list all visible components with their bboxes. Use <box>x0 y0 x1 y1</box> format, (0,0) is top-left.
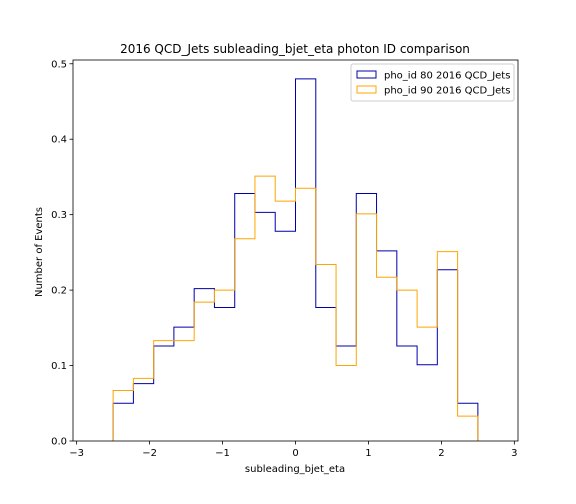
y-tick-label: 0.0 <box>51 437 67 448</box>
x-tick-label: 1 <box>365 448 371 459</box>
legend-label-1: pho_id 80 2016 QCD_Jets <box>384 71 510 82</box>
y-tick-label: 0.1 <box>51 361 67 372</box>
x-tick-label: 3 <box>511 448 517 459</box>
chart-title: 2016 QCD_Jets subleading_bjet_eta photon… <box>120 42 470 56</box>
legend-swatch-1 <box>356 70 377 79</box>
x-axis: −3 −2 −1 0 1 2 3 <box>69 441 518 459</box>
y-tick-label: 0.3 <box>51 210 67 221</box>
legend-label-2: pho_id 90 2016 QCD_Jets <box>384 86 510 97</box>
y-axis-title: Number of Events <box>34 207 45 297</box>
series-step-1 <box>112 78 479 441</box>
legend-box <box>350 63 515 102</box>
series-step-2 <box>112 175 479 441</box>
x-tick-label: 2 <box>438 448 444 459</box>
y-tick-label: 0.4 <box>51 135 67 146</box>
y-tick-label: 0.5 <box>51 59 67 70</box>
x-tick-label: −1 <box>215 448 230 459</box>
x-tick-label: −2 <box>142 448 157 459</box>
x-tick-label: −3 <box>69 448 84 459</box>
legend: pho_id 80 2016 QCD_Jets pho_id 90 2016 QC… <box>350 63 515 102</box>
x-axis-title: subleading_bjet_eta <box>245 464 345 475</box>
legend-swatch-2 <box>356 85 377 94</box>
y-axis: 0.0 0.1 0.2 0.3 0.4 0.5 <box>51 59 73 448</box>
plot-area <box>72 59 519 442</box>
x-tick-label: 0 <box>292 448 298 459</box>
y-tick-label: 0.2 <box>51 286 67 297</box>
